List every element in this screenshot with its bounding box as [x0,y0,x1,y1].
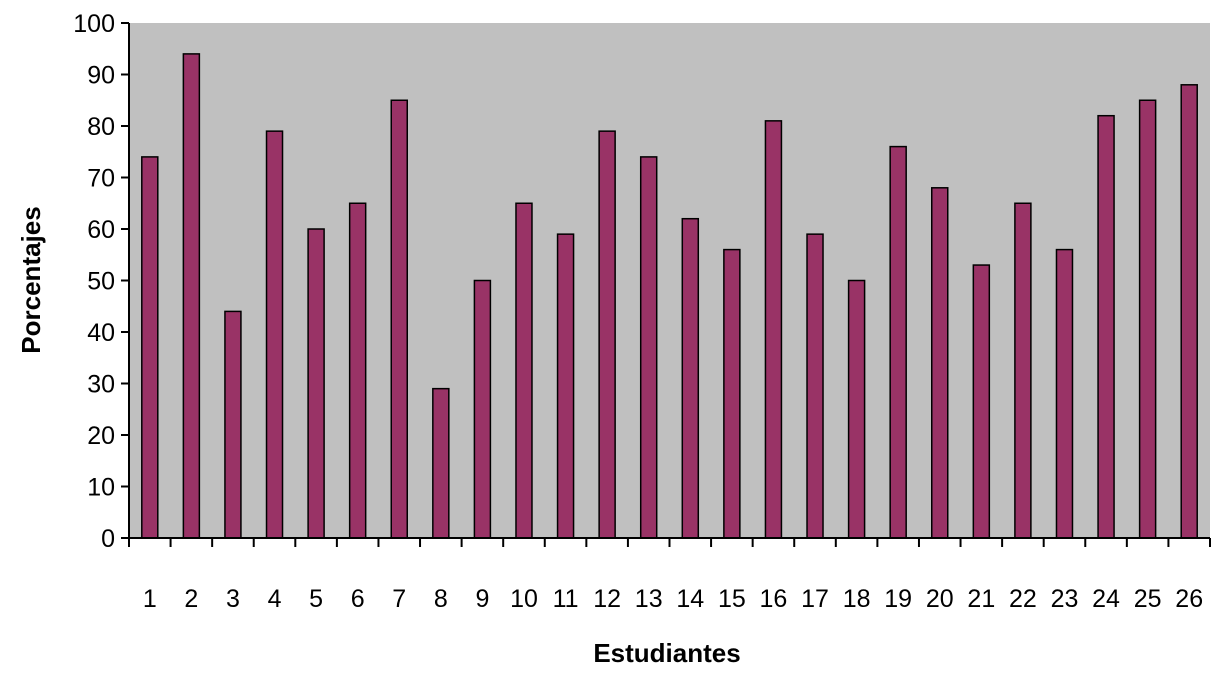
x-tick-label: 18 [843,585,871,613]
bar-13 [639,156,658,539]
y-tick-label: 80 [87,113,115,141]
y-tick-label: 0 [101,525,115,553]
x-tick-label: 17 [801,585,829,613]
bar-7 [390,99,408,539]
x-tick-label: 2 [184,585,198,613]
bar-4 [265,130,284,539]
x-tick-label: 21 [967,585,995,613]
y-tick-label: 60 [87,216,115,244]
x-tick-label: 11 [553,585,579,613]
y-tick-label: 10 [87,474,115,502]
y-tick-label: 20 [87,422,115,450]
y-tick-label: 70 [87,165,115,193]
x-tick-label: 1 [143,585,157,613]
bar-18 [847,279,866,539]
bar-19 [889,145,907,539]
x-tick-label: 3 [226,585,240,613]
x-tick-label: 7 [392,585,406,613]
y-tick-label: 50 [87,268,115,296]
bar-20 [931,187,949,539]
x-tick-label: 6 [351,585,365,613]
bar-11 [556,233,575,539]
bar-2 [182,53,201,539]
x-tick-label: 26 [1175,585,1203,613]
y-axis: 0 10 20 30 40 50 60 70 80 90 100 [73,10,130,553]
bar-16 [764,120,783,539]
bar-23 [1055,248,1074,539]
x-tick-label: 24 [1092,585,1120,613]
bar-14 [681,217,700,539]
x-tick-label: 8 [434,585,448,613]
bar-6 [348,202,367,539]
x-tick-label: 22 [1009,585,1037,613]
bar-5 [307,228,325,539]
x-tick-label: 13 [635,585,663,613]
bar-25 [1138,99,1157,539]
x-axis: 1 2 3 4 5 6 7 8 9 10 11 12 13 14 15 16 17 18 19 20 21 22 23 24 2… [128,537,1211,613]
y-tick-label: 40 [87,319,115,347]
bar-26 [1180,84,1198,539]
bar-12 [598,130,616,539]
bars-group [141,53,1198,539]
bar-3 [224,310,242,539]
x-axis-title: Estudiantes [593,638,740,668]
y-tick-label: 100 [73,10,115,38]
x-tick-label: 16 [760,585,788,613]
bar-21 [972,264,991,539]
x-tick-label: 25 [1134,585,1162,613]
x-tick-label: 19 [884,585,912,613]
y-tick-label: 90 [87,62,115,90]
x-tick-label: 23 [1051,585,1079,613]
y-axis-title: Porcentajes [16,206,46,353]
x-tick-label: 20 [926,585,954,613]
bar-8 [432,387,450,539]
x-tick-label: 4 [268,585,282,613]
bar-17 [806,233,824,539]
bar-15 [723,248,741,539]
bar-9 [473,279,492,539]
x-tick-label: 9 [475,585,489,613]
x-tick-label: 5 [309,585,323,613]
plot-area [129,23,1210,538]
bar-1 [141,156,159,539]
bar-10 [515,202,533,539]
bar-22 [1014,202,1032,539]
x-tick-label: 14 [676,585,704,613]
x-tick-label: 15 [718,585,746,613]
x-tick-label: 12 [593,585,621,613]
x-tick-label: 10 [510,585,538,613]
bar-24 [1097,114,1115,539]
y-tick-label: 30 [87,371,115,399]
